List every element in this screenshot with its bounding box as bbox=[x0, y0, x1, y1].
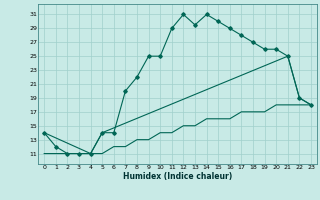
X-axis label: Humidex (Indice chaleur): Humidex (Indice chaleur) bbox=[123, 172, 232, 181]
